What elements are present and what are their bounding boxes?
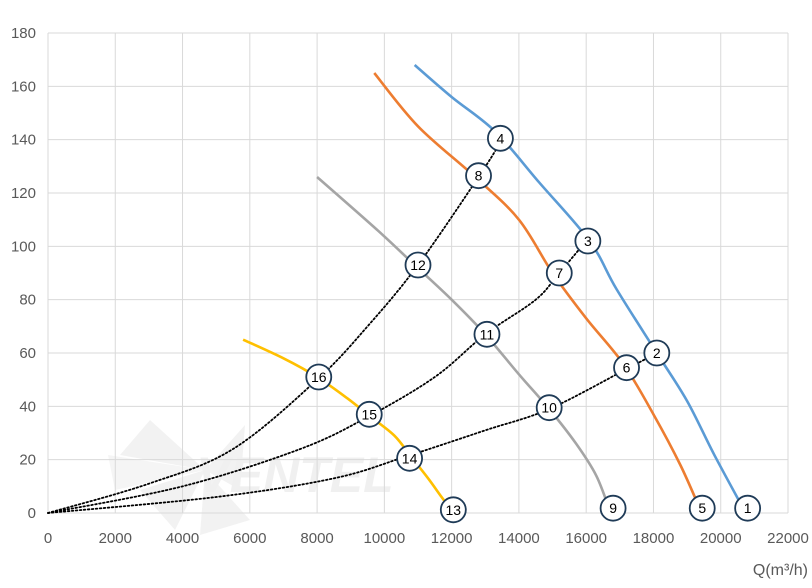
point-marker-circle [574,227,602,255]
point-marker-circle [535,394,563,422]
point-marker-circle [545,259,573,287]
point-marker: 12 [404,251,432,279]
point-marker-circle [613,354,640,382]
point-label: 6 [623,360,631,376]
point-marker-circle [688,494,716,522]
system-curve-line [47,240,588,514]
point-marker: 1 [734,494,762,522]
x-tick-label: 2000 [99,530,132,547]
fan-curve-line [413,64,746,511]
point-marker: 4 [487,124,514,152]
x-tick-label: 0 [44,530,52,547]
point-label: 3 [584,233,592,249]
x-tick-label: 12000 [431,530,473,547]
y-tick-label: 60 [19,345,36,362]
point-marker: 13 [439,496,467,524]
point-label: 4 [497,130,505,146]
y-tick-label: 180 [11,25,36,42]
point-label: 2 [653,345,661,361]
point-marker: 5 [688,494,716,522]
point-marker-circle [396,444,423,472]
point-marker-circle [355,400,383,428]
point-marker: 14 [396,444,423,472]
point-marker: 3 [574,227,602,255]
point-marker: 16 [305,363,333,391]
point-marker: 8 [465,162,492,190]
point-marker-circle [473,320,501,348]
point-label: 9 [609,500,617,516]
point-marker-circle [487,124,514,152]
point-marker: 10 [535,394,563,422]
point-marker: 9 [599,494,627,522]
x-tick-label: 10000 [364,530,406,547]
y-tick-label: 120 [11,185,36,202]
x-axis-label: Q(m³/h) [753,562,808,579]
point-marker: 6 [613,354,640,382]
fan-curve-line [316,176,611,511]
gridlines [47,32,789,514]
y-tick-label: 40 [19,398,36,415]
fan-curve-line [242,338,453,512]
x-tick-label: 18000 [633,530,675,547]
point-marker-circle [599,494,627,522]
point-marker-circle [305,363,333,391]
watermark-fan-blade [205,425,245,490]
point-marker-circle [643,339,671,367]
point-label: 10 [541,400,557,416]
y-tick-label: 100 [11,238,36,255]
watermark-fan-blade [200,470,250,535]
system-curve-line [47,352,658,514]
point-label: 1 [744,500,752,516]
x-tick-label: 14000 [498,530,540,547]
point-marker-circle [734,494,762,522]
point-label: 8 [475,168,483,184]
x-tick-label: 22000 [767,530,809,547]
y-tick-label: 20 [19,452,36,469]
x-tick-label: 4000 [166,530,199,547]
point-label: 15 [361,406,377,422]
point-marker: 2 [643,339,671,367]
point-label: 12 [410,257,426,273]
watermark-logo: VENTEL [108,420,394,535]
watermark-fan-blade [120,420,205,470]
y-tick-label: 140 [11,132,36,149]
point-label: 5 [698,500,706,516]
x-tick-label: 6000 [233,530,266,547]
point-label: 7 [555,265,563,281]
point-marker-circle [465,162,492,190]
axes: 0 2000 4000 6000 8000 10000 12000 14000 16000 180… [11,25,809,547]
point-label: 11 [480,326,495,342]
y-tick-label: 160 [11,78,36,95]
point-label: 16 [311,369,327,385]
point-marker: 11 [473,320,501,348]
system-curve-line [47,138,503,514]
point-marker: 7 [545,259,573,287]
point-marker-circle [404,251,432,279]
y-tick-label: 0 [28,505,36,522]
watermark-fan-blade [108,455,205,490]
series-lines [47,64,746,514]
x-tick-label: 20000 [700,530,742,547]
fan-curve-line [373,72,702,511]
x-tick-label: 8000 [300,530,333,547]
point-label: 13 [446,502,462,518]
x-tick-label: 16000 [565,530,607,547]
point-marker: 15 [355,400,383,428]
y-tick-label: 80 [19,292,36,309]
point-label: 14 [402,450,418,466]
watermark-text: VENTEL [196,447,393,503]
point-marker-circle [439,496,467,524]
